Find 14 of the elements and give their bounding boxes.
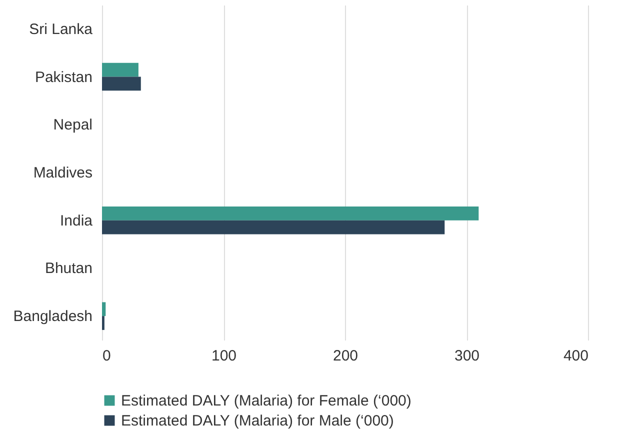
legend-label: Estimated DALY (Malaria) for Female (‘000) — [121, 392, 412, 410]
y-tick-label: Nepal — [53, 116, 92, 134]
x-tick-label: 400 — [563, 348, 588, 364]
y-tick-label: Pakistan — [34, 68, 92, 86]
legend-label: Estimated DALY (Malaria) for Male (‘000) — [121, 412, 394, 430]
y-tick-label: Maldives — [33, 164, 92, 182]
x-tick-label: 300 — [454, 348, 480, 364]
y-tick-label: Sri Lanka — [29, 20, 94, 38]
x-tick-label: 0 — [102, 348, 111, 364]
x-tick-label: 200 — [332, 348, 358, 364]
y-tick-label: Bhutan — [44, 260, 92, 278]
y-tick-label: India — [60, 212, 94, 230]
x-tick-label: 100 — [211, 348, 237, 364]
y-tick-label: Bangladesh — [13, 308, 92, 326]
